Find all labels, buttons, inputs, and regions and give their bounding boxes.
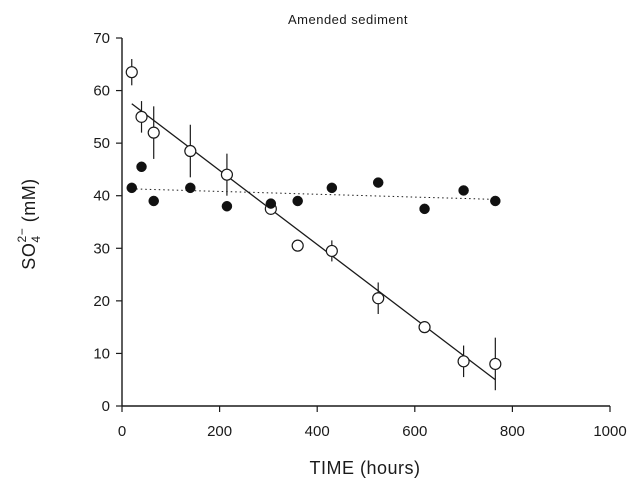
axes: [121, 38, 610, 407]
y-label-sup: 2−: [15, 228, 29, 243]
data-point: [325, 244, 338, 258]
y-tick-label: 60: [93, 83, 110, 100]
data-point: [372, 292, 385, 305]
x-tick-label: 800: [500, 423, 525, 440]
series-0: [125, 59, 502, 391]
y-tick-label: 40: [93, 188, 110, 205]
y-ticks: 0 10 20 30 40 50 60 70: [93, 30, 122, 415]
x-tick-label: 200: [207, 423, 232, 440]
data-point: [148, 195, 159, 207]
data-point: [372, 177, 384, 188]
y-tick-label: 10: [93, 345, 110, 362]
data-point: [221, 200, 233, 212]
y-label-unit: (mM): [19, 178, 39, 227]
data-point: [125, 66, 138, 79]
data-point: [265, 198, 277, 209]
y-label-sub: 4: [29, 235, 43, 242]
data-point: [185, 182, 196, 194]
y-tick-label: 0: [102, 398, 110, 415]
x-tick-label: 400: [305, 423, 330, 440]
data-point: [147, 126, 160, 139]
data-point: [457, 355, 470, 368]
y-tick-label: 50: [93, 135, 110, 152]
x-tick-label: 600: [402, 423, 427, 440]
data-point: [419, 203, 430, 215]
data-point: [418, 321, 431, 334]
data-point: [291, 239, 304, 252]
chart-title: Amended sediment: [288, 12, 408, 27]
x-axis-label: TIME (hours): [309, 458, 420, 478]
y-tick-label: 70: [93, 30, 110, 47]
data-point: [292, 195, 303, 207]
x-ticks: 0 200 400 600 800 1000: [118, 406, 627, 440]
y-axis-label: SO42− (mM): [15, 178, 43, 269]
data-point: [490, 195, 501, 207]
data-point: [220, 168, 234, 181]
data-point: [489, 357, 502, 371]
data-point: [135, 110, 148, 123]
x-tick-label: 1000: [593, 423, 626, 440]
x-tick-label: 0: [118, 423, 126, 440]
plot-area: [125, 59, 502, 391]
data-point: [326, 182, 338, 194]
y-label-base: SO: [19, 243, 39, 270]
data-point: [458, 185, 469, 196]
y-tick-label: 20: [93, 293, 110, 310]
data-point: [136, 161, 147, 173]
data-point: [126, 182, 138, 194]
y-tick-label: 30: [93, 240, 110, 257]
fit-line: [131, 103, 496, 381]
data-point: [184, 144, 197, 158]
series-1: [126, 161, 501, 215]
